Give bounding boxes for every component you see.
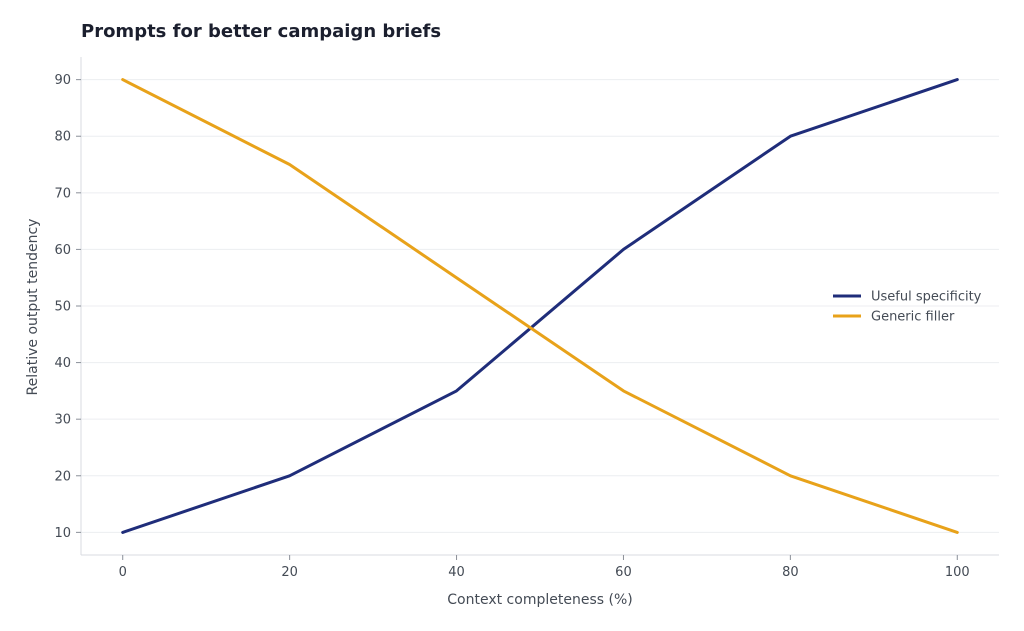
legend-label: Generic filler (871, 310, 955, 325)
x-tick-label: 100 (945, 565, 970, 580)
y-tick-label: 90 (54, 73, 71, 88)
y-tick-label: 70 (54, 186, 71, 201)
y-tick-label: 40 (54, 356, 71, 371)
series-line (121, 78, 959, 534)
series-line (121, 78, 959, 534)
legend-label: Useful specificity (871, 290, 982, 305)
x-tick-label: 40 (448, 565, 465, 580)
grid-lines (81, 79, 999, 533)
x-tick-labels: 0 20 40 60 80 100 (119, 555, 970, 580)
chart-title: Prompts for better campaign briefs (81, 21, 442, 42)
x-tick-label: 80 (782, 565, 799, 580)
y-tick-label: 30 (54, 413, 71, 428)
y-tick-label: 80 (54, 130, 71, 145)
y-tick-label: 20 (54, 469, 71, 484)
x-axis-label: Context completeness (%) (447, 592, 632, 608)
legend: Useful specificity Generic filler (833, 290, 982, 325)
x-tick-label: 60 (615, 565, 632, 580)
y-tick-label: 60 (54, 243, 71, 258)
y-axis-label: Relative output tendency (25, 219, 41, 396)
y-tick-label: 10 (54, 526, 71, 541)
x-tick-label: 20 (281, 565, 298, 580)
series-lines (121, 78, 959, 534)
x-tick-label: 0 (119, 565, 127, 580)
y-tick-label: 50 (54, 300, 71, 315)
y-tick-labels: 10 20 30 40 50 60 70 80 90 (54, 73, 81, 541)
